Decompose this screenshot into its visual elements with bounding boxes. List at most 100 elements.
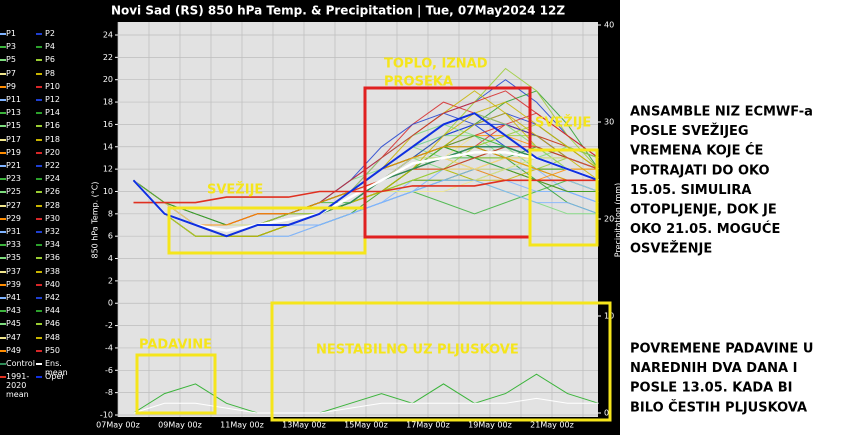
note-line: POSLE SVEŽIJEG: [630, 123, 749, 139]
legend-swatch: [36, 33, 42, 35]
legend-label: P1: [6, 29, 16, 38]
legend-label: P3: [6, 42, 16, 52]
legend-label: P50: [45, 345, 61, 355]
legend-label: P19: [6, 147, 22, 157]
x-tick-label: 07May 00z: [96, 421, 140, 430]
legend-swatch: [0, 85, 6, 88]
legend-swatch: [0, 33, 6, 35]
legend-label: P31: [6, 227, 22, 236]
legend-label: P35: [6, 253, 22, 263]
y2-axis-title: Precipitation (mm): [614, 183, 623, 257]
legend-label: P26: [45, 187, 61, 197]
legend-label: P25: [6, 187, 22, 197]
legend-swatch: [36, 310, 42, 313]
legend-swatch: [0, 376, 6, 379]
legend-label: P44: [45, 306, 61, 316]
y-tick-label: 8: [108, 209, 113, 218]
y2-tick-label: 40: [604, 21, 614, 30]
legend-swatch: [0, 323, 6, 326]
legend-swatch: [36, 217, 42, 220]
legend-swatch: [0, 270, 6, 273]
y-tick-label: 14: [103, 142, 113, 151]
legend-label: P4: [45, 42, 55, 52]
annotation: PROSEKA: [384, 75, 453, 90]
note-line: BILO ČESTIH PLJUSKOVA: [630, 399, 807, 415]
legend-swatch: [0, 99, 6, 101]
chart-title: Novi Sad (RS) 850 hPa Temp. & Precipitat…: [111, 4, 565, 18]
legend-label: P45: [6, 319, 22, 329]
legend-swatch: [0, 191, 6, 194]
legend-swatch: [0, 178, 6, 181]
legend-swatch: [0, 217, 6, 220]
legend-label: P28: [45, 200, 61, 210]
annotation: SVEŽIJE: [207, 182, 263, 198]
y-tick-label: 0: [108, 299, 113, 308]
legend-swatch: [36, 257, 42, 260]
legend-swatch: [36, 178, 42, 181]
legend-label: P2: [45, 29, 55, 38]
legend-swatch: [0, 297, 6, 299]
legend-swatch: [36, 85, 42, 88]
legend-label: P5: [6, 55, 16, 65]
legend-swatch: [0, 165, 6, 167]
legend-label: P14: [45, 108, 61, 118]
legend-label: P36: [45, 253, 61, 263]
legend-swatch: [0, 151, 6, 154]
legend-swatch: [0, 363, 6, 365]
legend-label: P33: [6, 240, 22, 250]
y2-tick-label: 30: [604, 118, 614, 127]
legend-swatch: [36, 376, 42, 379]
plot-area: [118, 22, 598, 417]
note-line: POTRAJATI DO OKO: [630, 163, 770, 178]
annotation: PADAVINE: [139, 338, 212, 353]
y-tick-label: -2: [105, 321, 113, 330]
y-tick-label: 20: [103, 75, 113, 84]
legend-label: P7: [6, 68, 16, 78]
legend-swatch: [0, 138, 6, 141]
legend-swatch: [0, 46, 6, 49]
legend-swatch: [0, 257, 6, 260]
legend-label: P18: [45, 134, 61, 144]
legend-label: P23: [6, 174, 22, 184]
legend-swatch: [36, 59, 42, 62]
legend-swatch: [0, 59, 6, 62]
legend-label: P38: [45, 266, 61, 276]
note-line: POSLE 13.05. KADA BI: [630, 381, 792, 396]
legend-label: P27: [6, 200, 22, 210]
legend-label: P46: [45, 319, 61, 329]
legend-label: P37: [6, 266, 22, 276]
y-tick-label: 6: [108, 232, 113, 241]
legend-swatch: [0, 336, 6, 339]
legend-swatch: [0, 231, 6, 233]
legend-swatch: [36, 297, 42, 299]
legend-swatch: [36, 204, 42, 207]
note-line: VREMENA KOJE ĆE: [630, 143, 763, 159]
legend-label: P39: [6, 279, 22, 289]
legend-label: P11: [6, 95, 22, 104]
legend-swatch: [36, 323, 42, 326]
legend-swatch: [36, 112, 42, 115]
annotation: SVEŽIJE: [535, 115, 591, 131]
legend-label: 1991-2020 mean: [6, 372, 30, 400]
note-line: 15.05. SIMULIRA: [630, 183, 751, 198]
x-tick-label: 15May 00z: [344, 421, 388, 430]
legend-label: P34: [45, 240, 61, 250]
legend-label: P6: [45, 55, 55, 65]
legend-swatch: [36, 125, 42, 128]
legend-label: P16: [45, 121, 61, 131]
legend-label: P13: [6, 108, 22, 118]
legend-swatch: [0, 125, 6, 128]
x-tick-label: 17May 00z: [406, 421, 450, 430]
annotation-box: [528, 148, 599, 247]
x-tick-label: 09May 00z: [158, 421, 202, 430]
legend-label: P21: [6, 161, 22, 170]
y-tick-label: 10: [103, 187, 113, 196]
legend-swatch: [36, 138, 42, 141]
legend-label: P32: [45, 227, 61, 236]
y-tick-label: -4: [105, 343, 113, 352]
legend-label: P42: [45, 293, 61, 302]
y-tick-label: 4: [108, 254, 113, 263]
legend-label: P12: [45, 95, 61, 104]
